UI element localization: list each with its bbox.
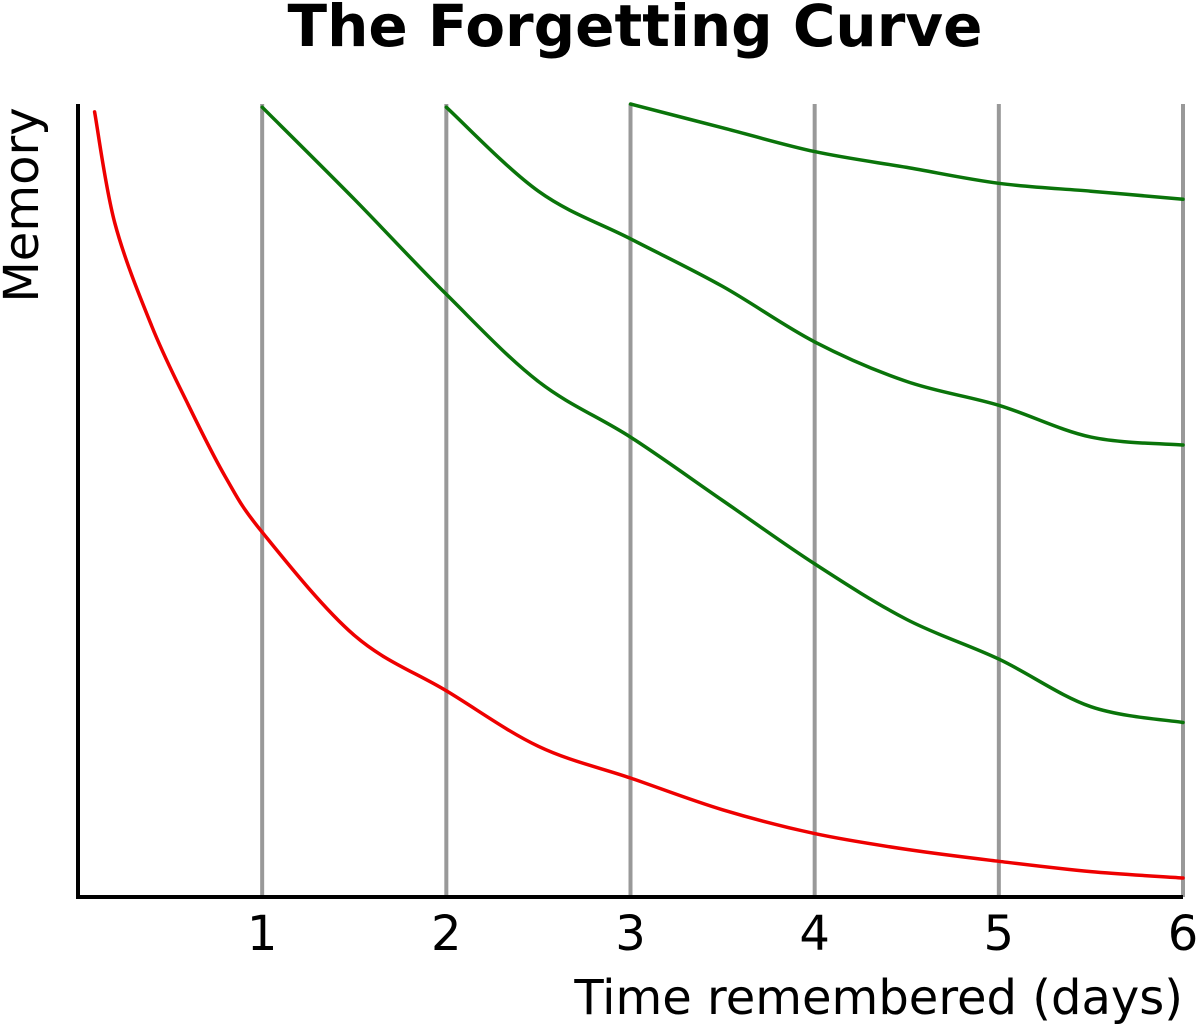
x-tick-label: 1: [247, 906, 278, 962]
review-curve-2: [444, 105, 1185, 447]
x-tick-label: 4: [799, 906, 830, 962]
curves: [92, 102, 1185, 880]
x-axis-label: Time remembered (days): [573, 970, 1183, 1026]
y-axis-label: Memory: [0, 107, 50, 302]
x-tick-label: 6: [1168, 906, 1197, 962]
x-tick-label: 5: [984, 906, 1015, 962]
x-tick-labels: 1 2 3 4 5 6: [247, 906, 1197, 962]
review-curve-1: [260, 105, 1185, 725]
gridlines: [260, 104, 1185, 897]
x-tick-label: 2: [431, 906, 462, 962]
chart-title: The Forgetting Curve: [288, 0, 983, 60]
initial-forgetting-curve: [92, 110, 1185, 880]
axes: [76, 104, 1183, 899]
review-curve-3: [628, 102, 1185, 201]
x-tick-label: 3: [615, 906, 646, 962]
